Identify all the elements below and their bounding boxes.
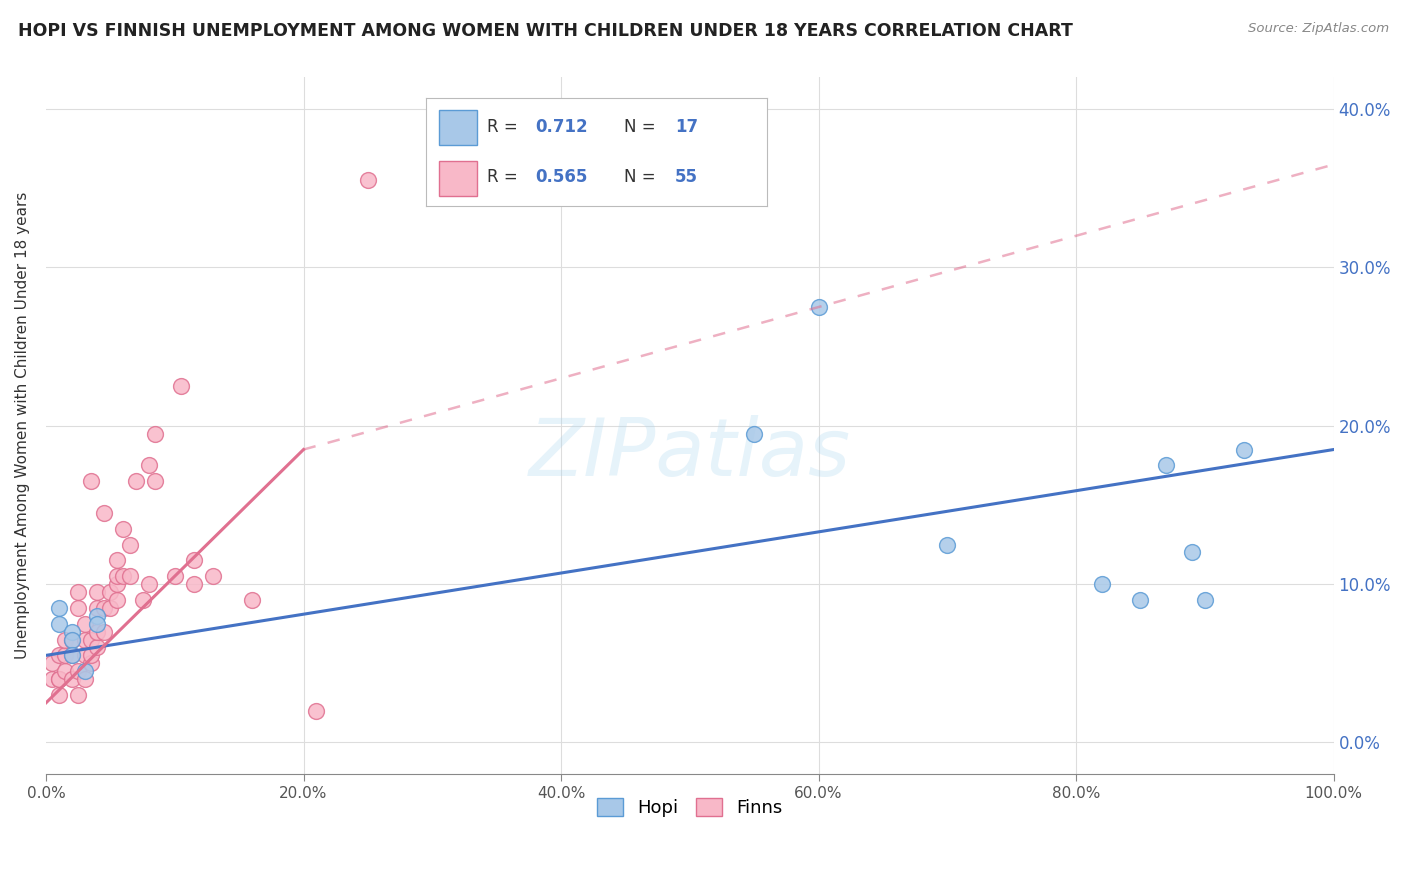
Point — [48, 672, 70, 686]
Point — [170, 379, 193, 393]
Y-axis label: Unemployment Among Women with Children Under 18 years: Unemployment Among Women with Children U… — [15, 192, 30, 659]
Point — [67, 600, 90, 615]
Text: ZIPatlas: ZIPatlas — [529, 415, 851, 492]
Point — [86, 624, 108, 639]
Point — [53, 632, 76, 647]
Point — [357, 173, 380, 187]
Point — [118, 569, 141, 583]
Point — [86, 640, 108, 655]
Point — [80, 648, 103, 663]
Point — [60, 632, 83, 647]
Point — [138, 577, 160, 591]
Point — [807, 300, 830, 314]
Point — [73, 632, 96, 647]
Point — [105, 593, 128, 607]
Point — [125, 474, 148, 488]
Point — [93, 506, 115, 520]
Point — [73, 648, 96, 663]
Point — [305, 704, 328, 718]
Legend: Hopi, Finns: Hopi, Finns — [591, 790, 789, 824]
Point — [93, 624, 115, 639]
Point — [60, 632, 83, 647]
Point — [118, 537, 141, 551]
Text: HOPI VS FINNISH UNEMPLOYMENT AMONG WOMEN WITH CHILDREN UNDER 18 YEARS CORRELATIO: HOPI VS FINNISH UNEMPLOYMENT AMONG WOMEN… — [18, 22, 1073, 40]
Point — [41, 672, 63, 686]
Point — [48, 672, 70, 686]
Point — [60, 624, 83, 639]
Point — [1129, 593, 1152, 607]
Point — [60, 648, 83, 663]
Point — [202, 569, 225, 583]
Point — [53, 664, 76, 678]
Point — [98, 600, 121, 615]
Point — [936, 537, 959, 551]
Point — [105, 569, 128, 583]
Text: Source: ZipAtlas.com: Source: ZipAtlas.com — [1249, 22, 1389, 36]
Point — [48, 600, 70, 615]
Point — [67, 585, 90, 599]
Point — [86, 600, 108, 615]
Point — [131, 593, 153, 607]
Point — [98, 585, 121, 599]
Point — [1181, 545, 1204, 559]
Point — [80, 632, 103, 647]
Point — [93, 600, 115, 615]
Point — [48, 688, 70, 702]
Point — [73, 616, 96, 631]
Point — [112, 569, 135, 583]
Point — [105, 577, 128, 591]
Point — [183, 577, 205, 591]
Point — [138, 458, 160, 473]
Point — [67, 664, 90, 678]
Point — [145, 474, 167, 488]
Point — [53, 648, 76, 663]
Point — [80, 657, 103, 671]
Point — [67, 688, 90, 702]
Point — [86, 585, 108, 599]
Point — [1154, 458, 1177, 473]
Point — [112, 522, 135, 536]
Point — [60, 648, 83, 663]
Point — [60, 672, 83, 686]
Point — [73, 664, 96, 678]
Point — [48, 616, 70, 631]
Point — [163, 569, 186, 583]
Point — [183, 553, 205, 567]
Point — [41, 657, 63, 671]
Point — [1194, 593, 1216, 607]
Point — [80, 474, 103, 488]
Point — [86, 616, 108, 631]
Point — [86, 608, 108, 623]
Point — [73, 672, 96, 686]
Point — [48, 648, 70, 663]
Point — [105, 553, 128, 567]
Point — [742, 426, 765, 441]
Point — [1232, 442, 1254, 457]
Point — [1091, 577, 1114, 591]
Point — [240, 593, 263, 607]
Point — [145, 426, 167, 441]
